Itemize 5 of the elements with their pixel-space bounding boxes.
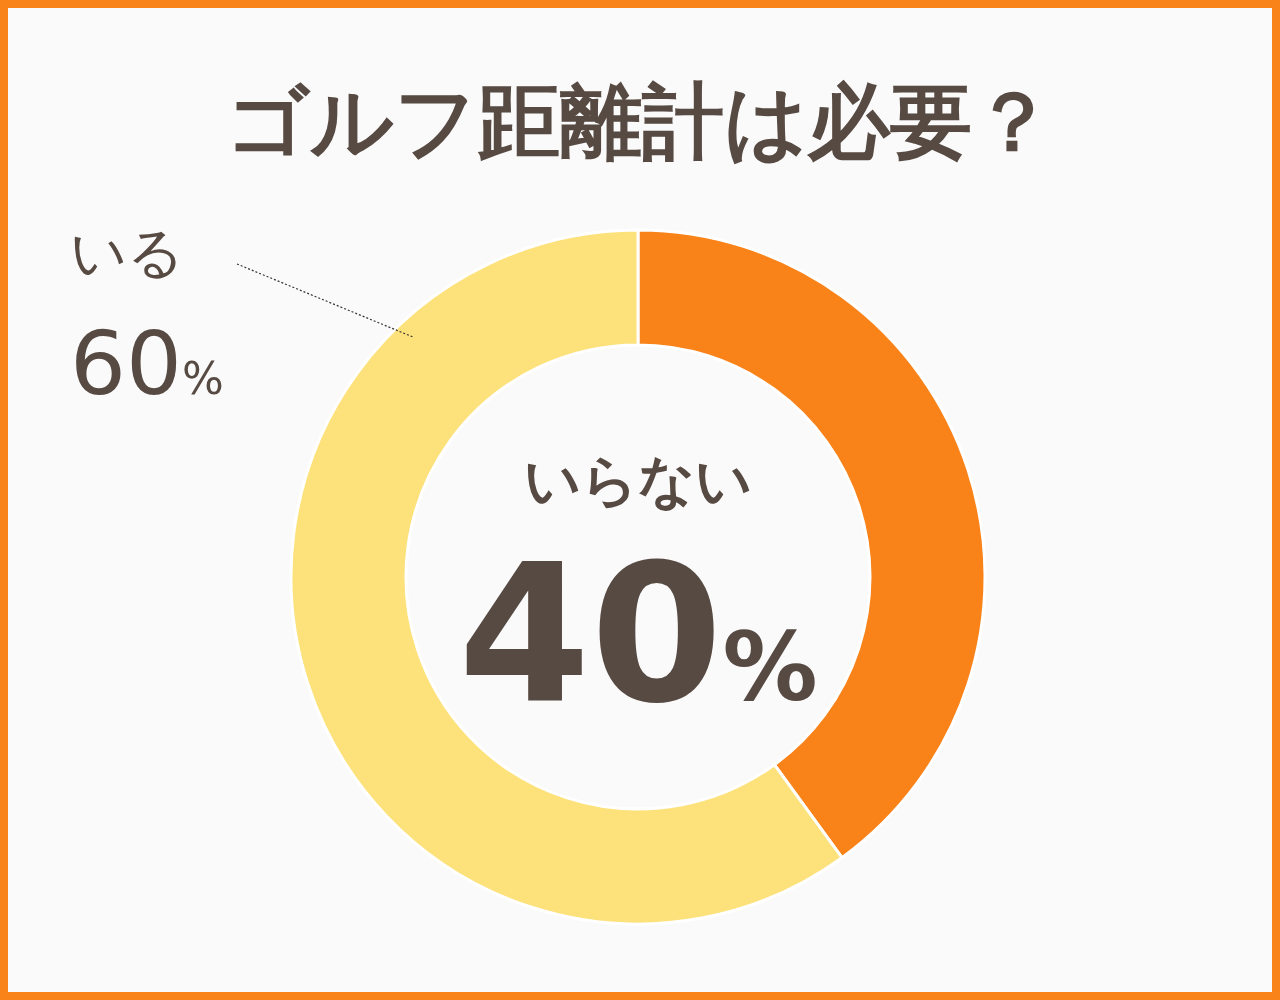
data-label: 60% [70, 312, 224, 415]
chart-title: ゴルフ距離計は必要？ [226, 74, 1054, 169]
slice-label: いる [70, 220, 184, 285]
data-label: 40% [458, 524, 818, 745]
slice-label: いらない [524, 448, 752, 513]
